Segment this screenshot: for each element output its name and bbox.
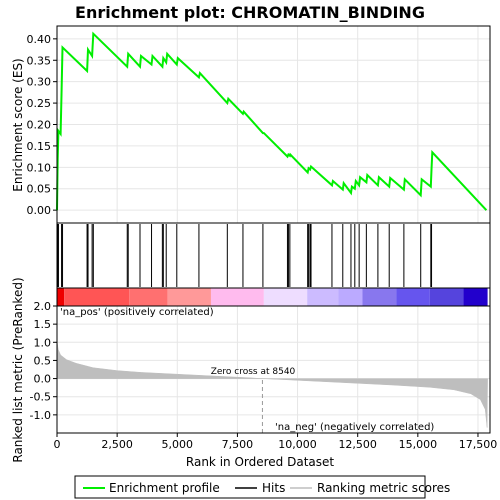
heat-bar-segment <box>263 288 308 306</box>
hit-markers <box>56 224 433 287</box>
rank-panel-border <box>56 305 491 434</box>
heat-bar-segments <box>57 288 488 306</box>
hits-panel <box>56 222 491 289</box>
legend-ranking-label: Ranking metric scores <box>317 481 450 495</box>
chart-title: Enrichment plot: CHROMATIN_BINDING <box>75 3 425 22</box>
rank-y-axis-ticks: -1.0 -0.5 0.0 0.5 1.0 1.5 2.0 <box>30 300 57 422</box>
es-y-tick-label: 0.35 <box>27 54 52 67</box>
rank-heat-bar <box>56 287 491 307</box>
rank-metric-panel: 'na_pos' (positively correlated) Zero cr… <box>11 277 491 463</box>
rank-y-tick-label: 1.0 <box>34 336 52 349</box>
es-y-tick-label: 0.15 <box>27 140 52 153</box>
x-tick-label: 12,500 <box>338 438 377 451</box>
es-y-tick-label: 0.25 <box>27 97 52 110</box>
es-y-tick-label: 0.05 <box>27 183 52 196</box>
heat-bar-segment <box>396 288 430 306</box>
heat-bar-segment <box>307 288 339 306</box>
rank-y-tick-label: 0.0 <box>34 373 52 386</box>
x-tick-label: 15,000 <box>399 438 438 451</box>
enrichment-profile-line <box>56 31 488 211</box>
legend: Enrichment profile Hits Ranking metric s… <box>74 475 450 499</box>
hits-panel-frame <box>56 222 491 289</box>
positive-correlation-label: 'na_pos' (positively correlated) <box>60 307 214 318</box>
es-y-tick-label: 0.20 <box>27 119 52 132</box>
heat-bar-segment <box>429 288 464 306</box>
heat-bar-segment <box>64 288 130 306</box>
rank-y-tick-label: 1.5 <box>34 318 52 331</box>
rank-y-tick-label: 0.5 <box>34 354 52 367</box>
es-y-tick-label: 0.10 <box>27 161 52 174</box>
es-y-tick-label: 0.30 <box>27 76 52 89</box>
x-tick-label: 2,500 <box>101 438 133 451</box>
x-tick-label: 5,000 <box>162 438 194 451</box>
es-y-axis-ticks: 0.00 0.05 0.10 0.15 0.20 0.25 0.30 0.35 0.40 <box>27 33 57 217</box>
es-y-axis-label: Enrichment score (ES) <box>11 58 25 191</box>
heat-bar-segment <box>463 288 488 306</box>
x-tick-label: 17,500 <box>459 438 498 451</box>
x-axis-label: Rank in Ordered Dataset <box>186 455 334 469</box>
heat-bar-segment <box>338 288 363 306</box>
x-tick-label: 7,500 <box>222 438 254 451</box>
heat-bar-segment <box>362 288 397 306</box>
es-gridlines <box>57 26 490 223</box>
ranking-metric-area <box>56 340 488 428</box>
es-panel: 0.00 0.05 0.10 0.15 0.20 0.25 0.30 0.35 0.40 Enr… <box>11 25 491 224</box>
rank-y-axis-label: Ranked list metric (PreRanked) <box>11 277 25 462</box>
rank-y-tick-label: -0.5 <box>30 391 51 404</box>
rank-y-tick-label: 2.0 <box>34 300 52 313</box>
x-tick-label: 0 <box>54 438 61 451</box>
x-axis-ticks: 0 2,500 5,000 7,500 10,000 12,500 15,000 17,500 <box>54 433 498 451</box>
legend-enrichment-label: Enrichment profile <box>109 481 220 495</box>
es-y-tick-label: 0.00 <box>27 204 52 217</box>
zero-cross-label: Zero cross at 8540 <box>211 367 296 377</box>
negative-correlation-label: 'na_neg' (negatively correlated) <box>275 422 434 433</box>
legend-hits-label: Hits <box>262 481 285 495</box>
legend-box <box>74 475 426 499</box>
heat-bar-segment <box>210 288 264 306</box>
heat-bar-segment <box>167 288 211 306</box>
x-tick-label: 10,000 <box>278 438 317 451</box>
heat-bar-segment <box>57 288 65 306</box>
es-y-tick-label: 0.40 <box>27 33 52 46</box>
rank-y-tick-label: -1.0 <box>30 409 51 422</box>
heat-bar-segment <box>129 288 168 306</box>
